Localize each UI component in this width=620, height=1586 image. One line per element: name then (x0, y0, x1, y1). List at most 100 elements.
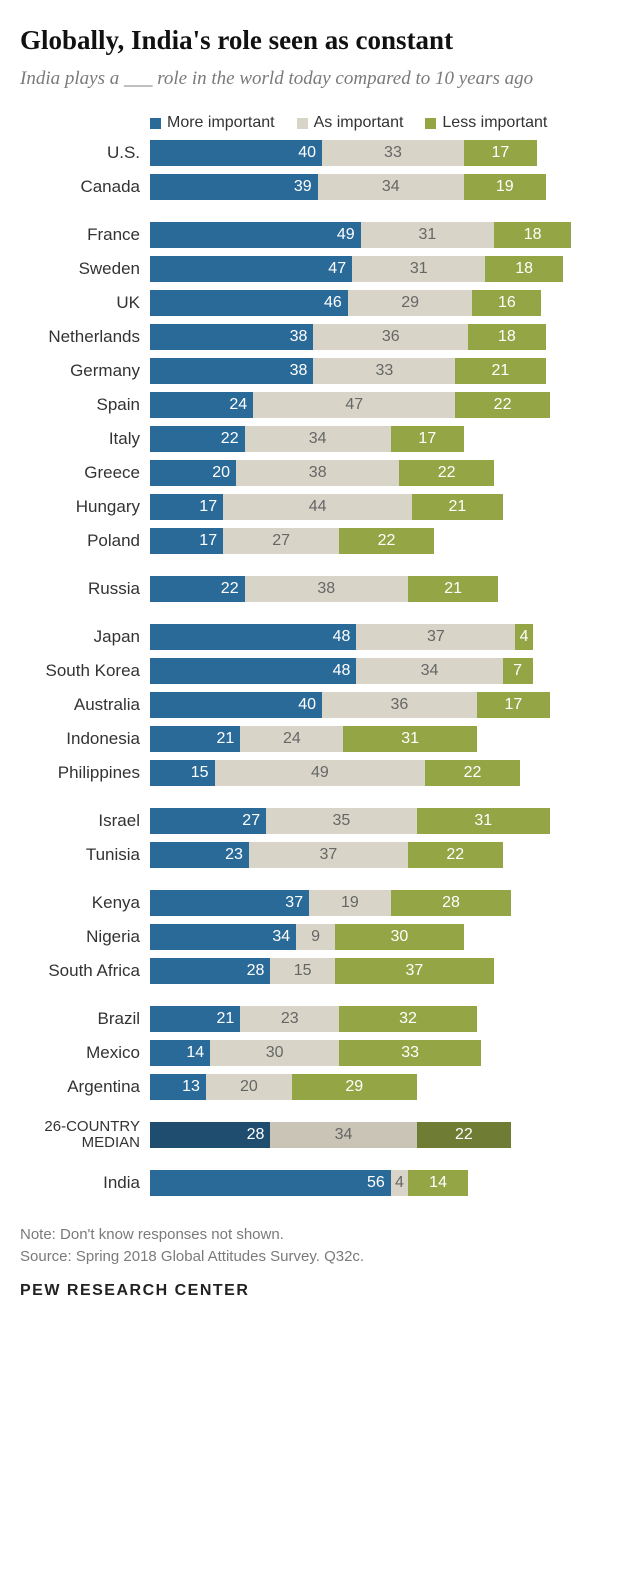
row-label: South Africa (20, 962, 150, 980)
row-label: South Korea (20, 662, 150, 680)
bar-value: 33 (401, 1044, 419, 1062)
bar-value: 19 (496, 178, 514, 196)
row-label: Tunisia (20, 846, 150, 864)
bar-segment: 28 (391, 890, 511, 916)
bar-track: 244722 (150, 392, 580, 418)
bar-value: 49 (337, 226, 355, 244)
bar-segment: 34 (150, 924, 296, 950)
bar-segment: 15 (270, 958, 335, 984)
bar-value: 32 (399, 1010, 417, 1028)
chart-row-spain: Spain244722 (20, 390, 600, 420)
bar-segment: 31 (417, 808, 550, 834)
bar-value: 20 (212, 464, 230, 482)
bar-segment: 29 (292, 1074, 417, 1100)
bar-track: 27 35 31 (150, 808, 580, 834)
bar-segment: 46 (150, 290, 348, 316)
chart-row-japan: Japan48374 (20, 622, 600, 652)
bar-segment: 33 (339, 1040, 481, 1066)
chart-group: U.S.403317Canada393419 (20, 138, 600, 202)
bar-value: 19 (341, 894, 359, 912)
bar-value: 28 (247, 1126, 265, 1144)
chart-row-mexico: Mexico143033 (20, 1038, 600, 1068)
bar-segment: 47 (253, 392, 455, 418)
bar-segment: 21 (150, 726, 240, 752)
bar-value: 4 (395, 1174, 404, 1192)
chart-note: Note: Don't know responses not shown. (20, 1224, 600, 1246)
row-label: Canada (20, 178, 150, 196)
row-label: Italy (20, 430, 150, 448)
bar-segment: 40 (150, 140, 322, 166)
chart-row-russia: Russia223821 (20, 574, 600, 604)
bar-value: 38 (317, 580, 335, 598)
bar-value: 37 (320, 846, 338, 864)
bar-value: 48 (333, 628, 351, 646)
row-label: Greece (20, 464, 150, 482)
bar-value: 24 (283, 730, 301, 748)
bar-segment: 48 (150, 624, 356, 650)
chart-group: India56414 (20, 1168, 600, 1198)
bar-segment: 34 (245, 426, 391, 452)
chart-row-australia: Australia403617 (20, 690, 600, 720)
legend-label: As important (314, 114, 404, 132)
bar-value: 49 (311, 764, 329, 782)
bar-track: 48347 (150, 658, 580, 684)
bar-track: 233722 (150, 842, 580, 868)
bar-track: 39 34 19 (150, 174, 580, 200)
bar-value: 21 (492, 362, 510, 380)
bar-value: 39 (294, 178, 312, 196)
legend: More importantAs importantLess important (150, 114, 600, 132)
bar-value: 35 (332, 812, 350, 830)
bar-segment: 4 (391, 1170, 408, 1196)
chart-row-brazil: Brazil212332 (20, 1004, 600, 1034)
bar-value: 22 (464, 764, 482, 782)
row-label: Spain (20, 396, 150, 414)
bar-segment: 37 (249, 842, 408, 868)
bar-value: 21 (449, 498, 467, 516)
bar-segment: 38 (236, 460, 399, 486)
bar-track: 403317 (150, 140, 580, 166)
bar-segment: 34 (318, 174, 464, 200)
chart-row-india: India56414 (20, 1168, 600, 1198)
bar-value: 33 (384, 144, 402, 162)
bar-value: 17 (199, 498, 217, 516)
bar-track: 462916 (150, 290, 580, 316)
chart-row-netherlands: Netherlands383618 (20, 322, 600, 352)
bar-value: 22 (221, 580, 239, 598)
bar-segment: 22 (399, 460, 494, 486)
bar-segment: 18 (485, 256, 562, 282)
chart-row-indonesia: Indonesia212431 (20, 724, 600, 754)
chart-row-us: U.S.403317 (20, 138, 600, 168)
bar-track: 34930 (150, 924, 580, 950)
legend-label: Less important (442, 114, 547, 132)
bar-segment: 21 (150, 1006, 240, 1032)
bar-value: 22 (438, 464, 456, 482)
bar-segment: 37 (335, 958, 494, 984)
bar-segment: 39 (150, 174, 318, 200)
brand-name: PEW RESEARCH CENTER (20, 1282, 600, 1300)
bar-segment: 22 (455, 392, 550, 418)
bar-value: 31 (474, 812, 492, 830)
bar-segment: 32 (339, 1006, 477, 1032)
bar-segment: 20 (150, 460, 236, 486)
row-label: Brazil (20, 1010, 150, 1028)
bar-value: 38 (290, 328, 308, 346)
chart-group: France493118Sweden473118UK462916Netherla… (20, 220, 600, 556)
bar-track: 56414 (150, 1170, 580, 1196)
bar-value: 40 (298, 144, 316, 162)
chart-row-median: 26-COUNTRYMEDIAN283422 (20, 1120, 600, 1150)
chart-title: Globally, India's role seen as constant (20, 24, 600, 56)
bar-segment: 4 (515, 624, 532, 650)
bar-segment: 18 (468, 324, 545, 350)
bar-value: 23 (225, 846, 243, 864)
chart-subtitle: India plays a ___ role in the world toda… (20, 66, 600, 92)
row-label: Indonesia (20, 730, 150, 748)
bar-segment: 28 (150, 1122, 270, 1148)
bar-track: 212431 (150, 726, 580, 752)
row-label: Nigeria (20, 928, 150, 946)
bar-value: 14 (186, 1044, 204, 1062)
bar-segment: 14 (150, 1040, 210, 1066)
bar-value: 29 (401, 294, 419, 312)
bar-value: 40 (298, 696, 316, 714)
bar-value: 27 (272, 532, 290, 550)
bar-value: 27 (242, 812, 260, 830)
